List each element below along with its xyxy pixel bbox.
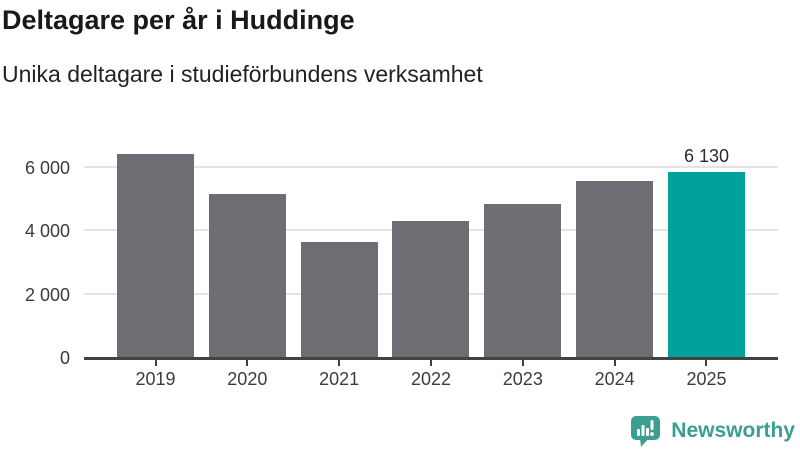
bar-2022 [392, 221, 470, 358]
bars: 6 130 [84, 146, 778, 358]
bar-2023 [484, 203, 562, 358]
bar-2025 [667, 172, 745, 358]
x-axis-labels: 2019 2020 2021 2022 2023 2024 2025 [84, 369, 778, 390]
tick-slot [392, 360, 469, 366]
bar-value-label: 6 130 [683, 146, 729, 166]
tick-slot [576, 360, 653, 366]
chart-title: Deltagare per år i Huddinge [2, 5, 355, 35]
x-axis-tick [429, 360, 432, 366]
x-axis-tick [705, 360, 708, 366]
bar-2021 [300, 241, 378, 358]
y-tick-label: 2 000 [24, 284, 70, 305]
x-axis-tick [613, 360, 616, 366]
x-tick-label-2019: 2019 [135, 369, 176, 389]
bar-slot-2022 [392, 146, 470, 358]
x-tick-label-2023: 2023 [502, 369, 543, 389]
newsworthy-brand-name: Newsworthy [671, 419, 795, 442]
x-axis-tick [246, 360, 249, 366]
x-tick-label-2024: 2024 [594, 369, 635, 389]
bar-slot-2020 [208, 146, 286, 358]
x-tick-label-2025: 2025 [686, 369, 727, 389]
bar-slot-2023 [484, 146, 562, 358]
bar-slot-2019 [117, 146, 194, 358]
x-tick-label-2020: 2020 [227, 369, 268, 389]
x-axis-ticks [84, 360, 778, 366]
bar-slot-2021 [300, 146, 378, 358]
x-axis-tick [338, 360, 341, 366]
tick-slot [668, 360, 745, 366]
y-tick-label: 6 000 [24, 158, 70, 179]
y-tick-label: 0 [59, 348, 70, 368]
y-axis-labels: 0 2 000 4 000 6 000 [0, 146, 70, 368]
bar-2024 [576, 181, 654, 358]
newsworthy-logo[interactable]: Newsworthy [629, 413, 795, 449]
bar-slot-2025: 6 130 [667, 146, 745, 358]
bar-2020 [208, 193, 286, 358]
y-tick-label: 4 000 [24, 221, 70, 242]
tick-slot [209, 360, 286, 366]
x-tick-label-2022: 2022 [410, 369, 451, 389]
bar-2019 [117, 154, 194, 358]
tick-slot [301, 360, 378, 366]
gridline [84, 166, 778, 169]
bar-slot-2024 [576, 146, 654, 358]
chart-subtitle: Unika deltagare i studieförbundens verks… [2, 61, 483, 87]
tick-slot [484, 360, 561, 366]
tick-slot [117, 360, 194, 366]
plot-area: 6 130 [84, 146, 778, 358]
newsworthy-chart-bubble-icon [631, 416, 661, 447]
x-axis-tick [154, 360, 157, 366]
x-tick-label-2021: 2021 [319, 369, 360, 389]
x-axis-tick [521, 360, 524, 366]
x-axis-line [84, 357, 778, 360]
